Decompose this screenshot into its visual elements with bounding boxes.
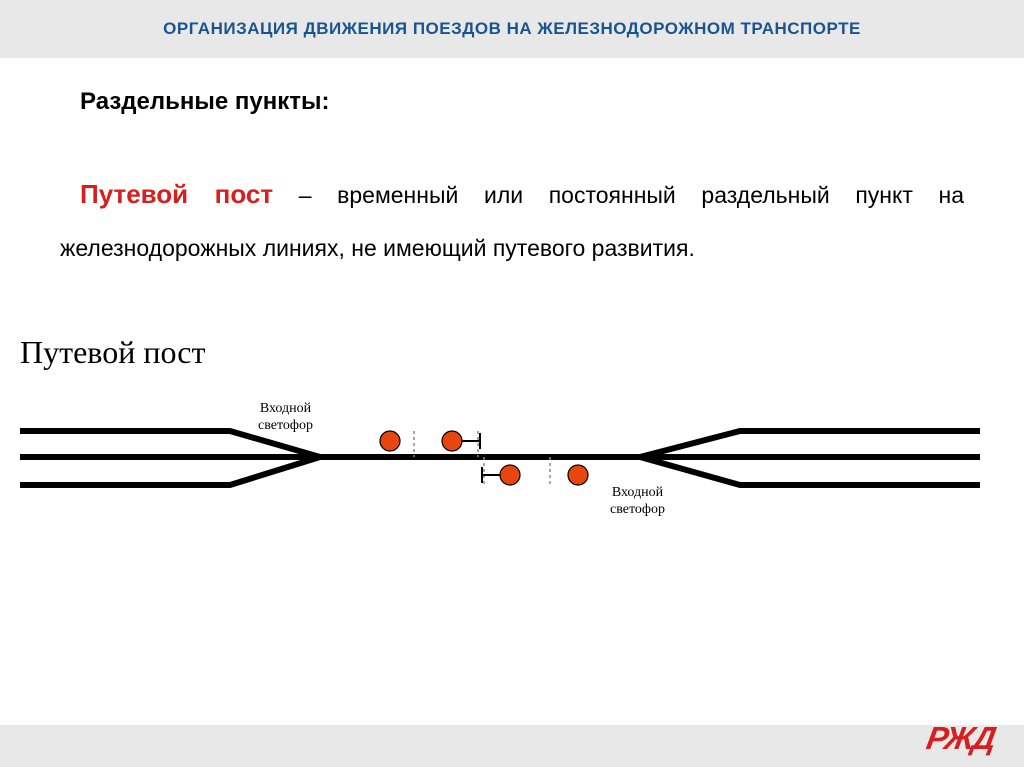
diagram-svg bbox=[20, 389, 980, 529]
track-diagram: Входнойсветофор Входнойсветофор bbox=[20, 389, 980, 529]
signal-label: Входнойсветофор bbox=[258, 401, 313, 435]
term: Путевой пост bbox=[80, 179, 273, 209]
content-area: Раздельные пункты: Путевой пост – времен… bbox=[0, 58, 1024, 529]
header-bar: ОРГАНИЗАЦИЯ ДВИЖЕНИЯ ПОЕЗДОВ НА ЖЕЛЕЗНОД… bbox=[0, 0, 1024, 58]
signal-label: Входнойсветофор bbox=[610, 485, 665, 519]
footer-bar bbox=[0, 725, 1024, 767]
diagram-title: Путевой пост bbox=[20, 334, 964, 371]
header-title: ОРГАНИЗАЦИЯ ДВИЖЕНИЯ ПОЕЗДОВ НА ЖЕЛЕЗНОД… bbox=[163, 19, 861, 39]
rzd-logo: РЖД bbox=[924, 720, 997, 757]
section-heading: Раздельные пункты: bbox=[80, 88, 964, 116]
definition-paragraph: Путевой пост – временный или постоянный … bbox=[60, 166, 964, 274]
